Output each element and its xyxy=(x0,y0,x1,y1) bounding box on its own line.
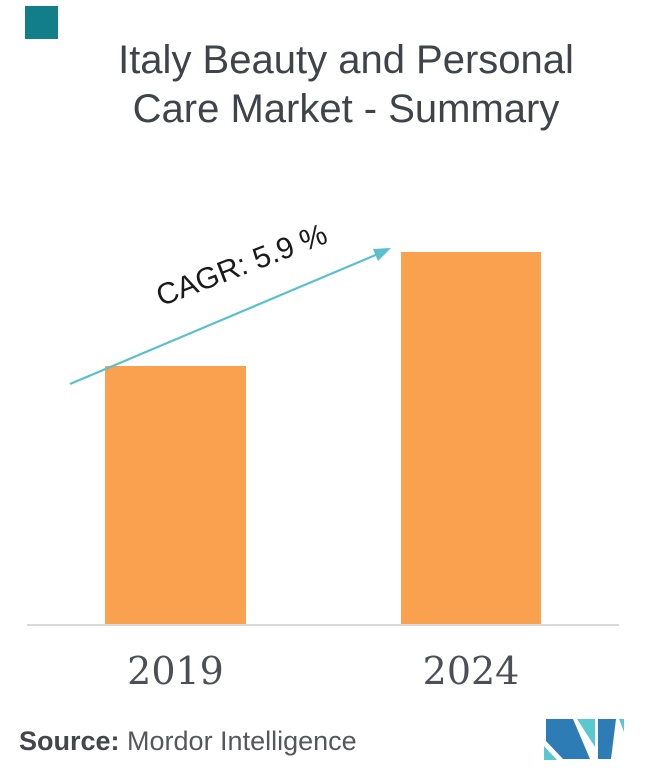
source-name: Mordor Intelligence xyxy=(119,726,357,756)
source-label: Source: Mordor Intelligence xyxy=(19,724,357,758)
bar-2024 xyxy=(401,252,541,625)
x-axis-label-2019: 2019 xyxy=(127,649,224,693)
x-axis-label-2024: 2024 xyxy=(422,649,520,693)
source-prefix: Source: xyxy=(19,726,120,756)
mordor-intelligence-logo xyxy=(544,719,624,760)
accent-square xyxy=(25,6,58,39)
x-axis-baseline xyxy=(27,624,619,626)
page-title-line1: Italy Beauty and Personal xyxy=(118,38,574,82)
bar-2019 xyxy=(105,366,246,625)
page-title: Italy Beauty and Personal Care Market - … xyxy=(0,36,658,134)
page-title-line2: Care Market - Summary xyxy=(132,87,560,131)
